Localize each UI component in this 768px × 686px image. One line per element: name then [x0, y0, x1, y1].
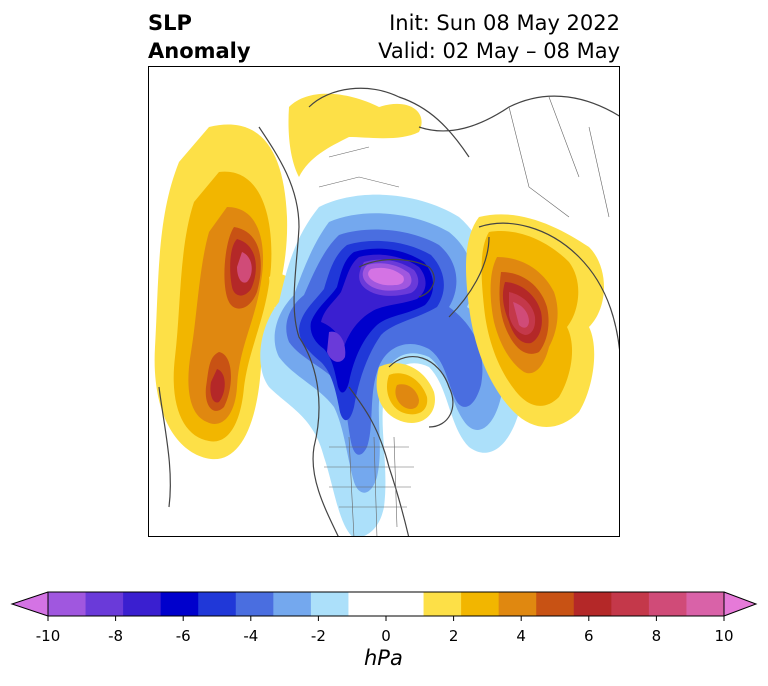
colorbar-segment — [310, 592, 349, 616]
colorbar-tick-label: 10 — [714, 627, 734, 645]
init-date: Init: Sun 08 May 2022 — [389, 11, 620, 35]
anomaly-positive-north — [288, 93, 422, 177]
colorbar-segment — [160, 592, 199, 616]
colorbar-tick-label: 8 — [651, 627, 662, 645]
colorbar — [10, 591, 758, 621]
colorbar-tick-label: 2 — [448, 627, 459, 645]
colorbar-segment — [536, 592, 575, 616]
map-date-info: Init: Sun 08 May 2022 Valid: 02 May – 08… — [378, 9, 620, 65]
colorbar-segment — [198, 592, 237, 616]
colorbar-tick-label: -4 — [243, 627, 259, 645]
map-canvas — [154, 87, 619, 536]
colorbar-segment — [85, 592, 124, 616]
colorbar-segment — [686, 592, 725, 616]
colorbar-segment — [273, 592, 312, 616]
colorbar-segment — [423, 592, 462, 616]
title-line-1: SLP — [148, 11, 192, 35]
colorbar-tick-label: -8 — [108, 627, 124, 645]
colorbar-tick-label: 4 — [516, 627, 526, 645]
colorbar-tick-label: 6 — [584, 627, 594, 645]
colorbar-segment — [48, 592, 87, 616]
colorbar-segment — [386, 592, 425, 616]
colorbar-segment — [461, 592, 500, 616]
colorbar-segment — [648, 592, 687, 616]
colorbar-tick-label: 0 — [381, 627, 391, 645]
colorbar-segment — [348, 592, 387, 616]
colorbar-tick-label: -10 — [35, 627, 61, 645]
colorbar-unit-label: hPa — [364, 646, 403, 670]
colorbar-segment — [235, 592, 274, 616]
colorbar-extend-min — [12, 592, 48, 616]
borders — [318, 96, 610, 536]
valid-range: Valid: 02 May – 08 May — [378, 39, 620, 63]
colorbar-extend-max — [724, 592, 756, 616]
map-title: SLP Anomaly — [148, 9, 251, 65]
colorbar-segment — [498, 592, 537, 616]
colorbar-segment — [123, 592, 162, 616]
colorbar-segment — [611, 592, 650, 616]
title-line-2: Anomaly — [148, 39, 251, 63]
colorbar-tick-label: -6 — [175, 627, 191, 645]
colorbar-segment — [573, 592, 612, 616]
colorbar-tick-label: -2 — [310, 627, 326, 645]
anomaly-map — [148, 66, 620, 537]
coastlines — [158, 87, 619, 536]
